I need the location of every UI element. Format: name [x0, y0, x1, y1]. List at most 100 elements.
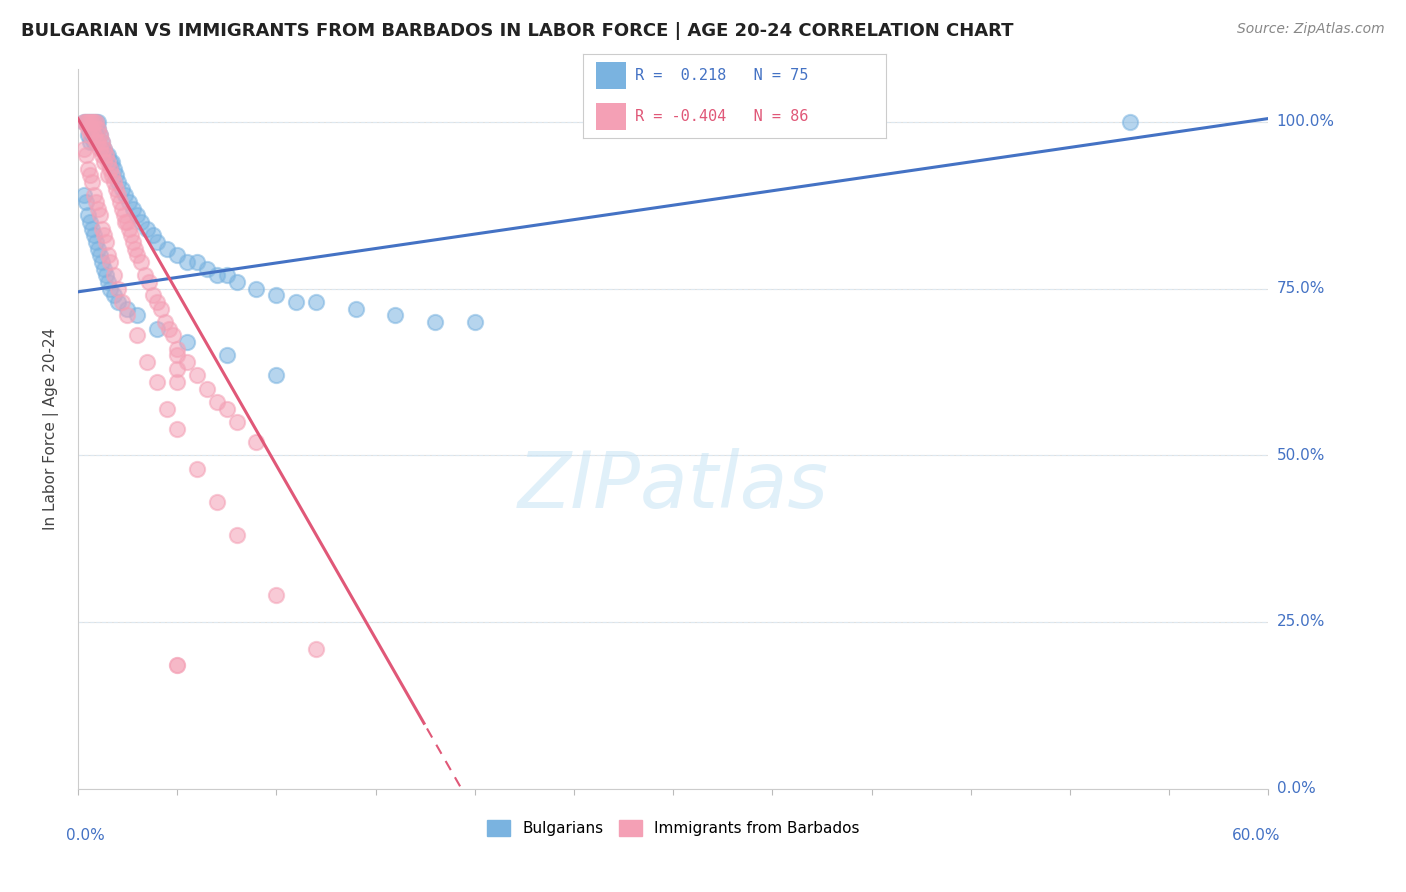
Point [166, 375, 188, 389]
Point [79, 168, 101, 182]
Point [76, 121, 98, 136]
Point [75, 194, 97, 209]
Point [225, 528, 247, 542]
Point [131, 255, 153, 269]
Point [104, 168, 127, 182]
Point [136, 355, 159, 369]
Point [94, 268, 117, 283]
Text: Source: ZipAtlas.com: Source: ZipAtlas.com [1237, 22, 1385, 37]
Point [86, 121, 108, 136]
Point [124, 242, 146, 256]
Point [83, 128, 105, 143]
Point [110, 181, 132, 195]
Point [464, 315, 486, 329]
Point [108, 194, 131, 209]
Text: 0.0%: 0.0% [66, 828, 104, 843]
Point [114, 188, 136, 202]
Point [127, 308, 149, 322]
Point [94, 235, 117, 249]
Text: ZIPatlas: ZIPatlas [517, 448, 828, 524]
Point [110, 202, 132, 216]
Point [127, 208, 149, 222]
Point [1118, 115, 1140, 129]
Point [98, 281, 121, 295]
Text: 75.0%: 75.0% [1277, 281, 1324, 296]
Point [80, 115, 103, 129]
Point [195, 382, 218, 396]
Point [186, 255, 208, 269]
Point [344, 301, 367, 316]
Point [225, 275, 247, 289]
Point [97, 248, 120, 262]
Point [83, 135, 105, 149]
Text: R =  0.218   N = 75: R = 0.218 N = 75 [636, 68, 808, 83]
Point [79, 215, 101, 229]
Point [97, 275, 120, 289]
Point [266, 368, 288, 383]
Point [245, 281, 267, 295]
Point [76, 208, 98, 222]
Point [166, 248, 188, 262]
Point [205, 395, 228, 409]
Point [118, 221, 141, 235]
Point [97, 154, 120, 169]
Point [118, 194, 141, 209]
Text: BULGARIAN VS IMMIGRANTS FROM BARBADOS IN LABOR FORCE | AGE 20-24 CORRELATION CHA: BULGARIAN VS IMMIGRANTS FROM BARBADOS IN… [21, 22, 1014, 40]
Point [90, 221, 112, 235]
Point [215, 268, 238, 283]
Point [93, 154, 115, 169]
Point [103, 161, 125, 176]
Point [89, 248, 111, 262]
Point [83, 115, 105, 129]
Point [79, 128, 101, 143]
Point [176, 255, 198, 269]
Point [114, 215, 136, 229]
Point [103, 288, 125, 302]
Point [89, 128, 111, 143]
Point [120, 228, 142, 243]
Point [156, 242, 179, 256]
Point [84, 115, 107, 129]
Point [156, 401, 179, 416]
Point [117, 215, 139, 229]
Point [83, 228, 105, 243]
Point [176, 355, 198, 369]
Point [75, 115, 97, 129]
Point [76, 161, 98, 176]
Point [142, 228, 165, 243]
Point [142, 288, 165, 302]
Point [117, 308, 139, 322]
Point [122, 202, 145, 216]
Point [205, 495, 228, 509]
Point [103, 175, 125, 189]
Point [80, 175, 103, 189]
Point [205, 268, 228, 283]
Point [305, 641, 328, 656]
Point [86, 135, 108, 149]
Point [89, 142, 111, 156]
Text: 100.0%: 100.0% [1277, 114, 1334, 129]
Point [117, 301, 139, 316]
Point [76, 115, 98, 129]
Point [107, 188, 129, 202]
Point [153, 315, 176, 329]
Point [73, 115, 96, 129]
Point [90, 135, 112, 149]
Point [76, 128, 98, 143]
Text: 60.0%: 60.0% [1232, 828, 1281, 843]
Point [86, 135, 108, 149]
Point [73, 142, 96, 156]
Point [146, 294, 169, 309]
Point [90, 135, 112, 149]
Point [83, 188, 105, 202]
Point [138, 275, 160, 289]
Point [98, 154, 121, 169]
Point [285, 294, 308, 309]
Point [93, 261, 115, 276]
Point [83, 121, 105, 136]
Bar [596, 103, 626, 130]
Point [73, 115, 96, 129]
Point [84, 128, 107, 143]
Point [150, 301, 173, 316]
Point [79, 135, 101, 149]
